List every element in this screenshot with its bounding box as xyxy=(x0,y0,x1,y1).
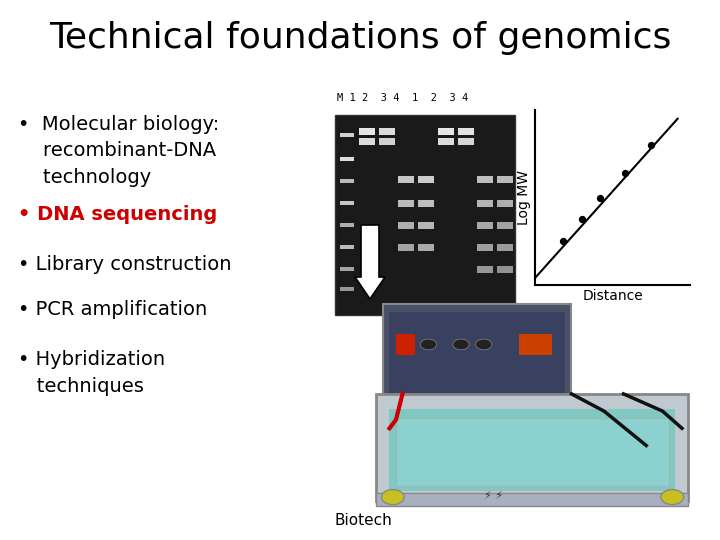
Bar xyxy=(418,221,434,228)
Point xyxy=(576,214,588,223)
Bar xyxy=(340,287,354,291)
Point xyxy=(619,168,631,177)
Y-axis label: Log MW: Log MW xyxy=(517,170,531,225)
Bar xyxy=(418,176,434,183)
Circle shape xyxy=(420,339,436,350)
Bar xyxy=(340,267,354,271)
Bar xyxy=(477,266,493,273)
Bar xyxy=(340,179,354,183)
Bar xyxy=(359,138,374,145)
Bar xyxy=(377,394,688,502)
Bar xyxy=(398,199,414,206)
Point xyxy=(594,193,606,202)
Bar xyxy=(340,201,354,205)
Circle shape xyxy=(661,490,683,504)
Bar xyxy=(497,244,513,251)
Circle shape xyxy=(382,490,404,504)
Bar xyxy=(497,199,513,206)
Bar xyxy=(340,133,354,137)
Circle shape xyxy=(476,339,492,350)
Circle shape xyxy=(453,339,469,350)
Bar xyxy=(497,176,513,183)
Bar xyxy=(396,334,415,355)
Bar xyxy=(418,199,434,206)
Bar xyxy=(340,157,354,161)
Bar xyxy=(396,417,669,487)
Text: M 1 2  3 4  1  2  3 4: M 1 2 3 4 1 2 3 4 xyxy=(337,93,468,103)
Bar xyxy=(335,115,515,315)
Bar xyxy=(457,127,474,134)
Text: Technical foundations of genomics: Technical foundations of genomics xyxy=(49,21,671,55)
Bar xyxy=(398,244,414,251)
Bar xyxy=(398,176,414,183)
Text: ⚡ ⚡: ⚡ ⚡ xyxy=(484,491,503,501)
Bar xyxy=(497,221,513,228)
Bar xyxy=(379,138,395,145)
Bar xyxy=(497,266,513,273)
Bar xyxy=(477,199,493,206)
Bar xyxy=(390,409,675,491)
Bar xyxy=(438,138,454,145)
Text: • DNA sequencing: • DNA sequencing xyxy=(18,205,217,224)
Bar xyxy=(477,221,493,228)
Bar xyxy=(520,334,552,355)
Bar xyxy=(383,303,572,398)
Text: • PCR amplification: • PCR amplification xyxy=(18,300,207,319)
Bar xyxy=(477,176,493,183)
Bar xyxy=(379,127,395,134)
Bar xyxy=(390,312,565,394)
Text: • Library construction: • Library construction xyxy=(18,255,232,274)
Point xyxy=(646,141,657,150)
Text: Biotech: Biotech xyxy=(335,513,392,528)
Bar xyxy=(340,245,354,249)
Bar xyxy=(438,127,454,134)
Bar xyxy=(477,244,493,251)
Bar xyxy=(398,221,414,228)
Bar xyxy=(457,138,474,145)
Text: •  Molecular biology:
    recombinant-DNA
    technology: • Molecular biology: recombinant-DNA tec… xyxy=(18,115,220,187)
FancyArrow shape xyxy=(355,225,385,299)
Text: • Hybridization
   techniques: • Hybridization techniques xyxy=(18,350,165,395)
Bar xyxy=(340,223,354,227)
Bar xyxy=(377,493,688,505)
Bar xyxy=(418,244,434,251)
Point xyxy=(557,237,569,246)
Bar xyxy=(359,127,374,134)
X-axis label: Distance: Distance xyxy=(582,289,643,303)
